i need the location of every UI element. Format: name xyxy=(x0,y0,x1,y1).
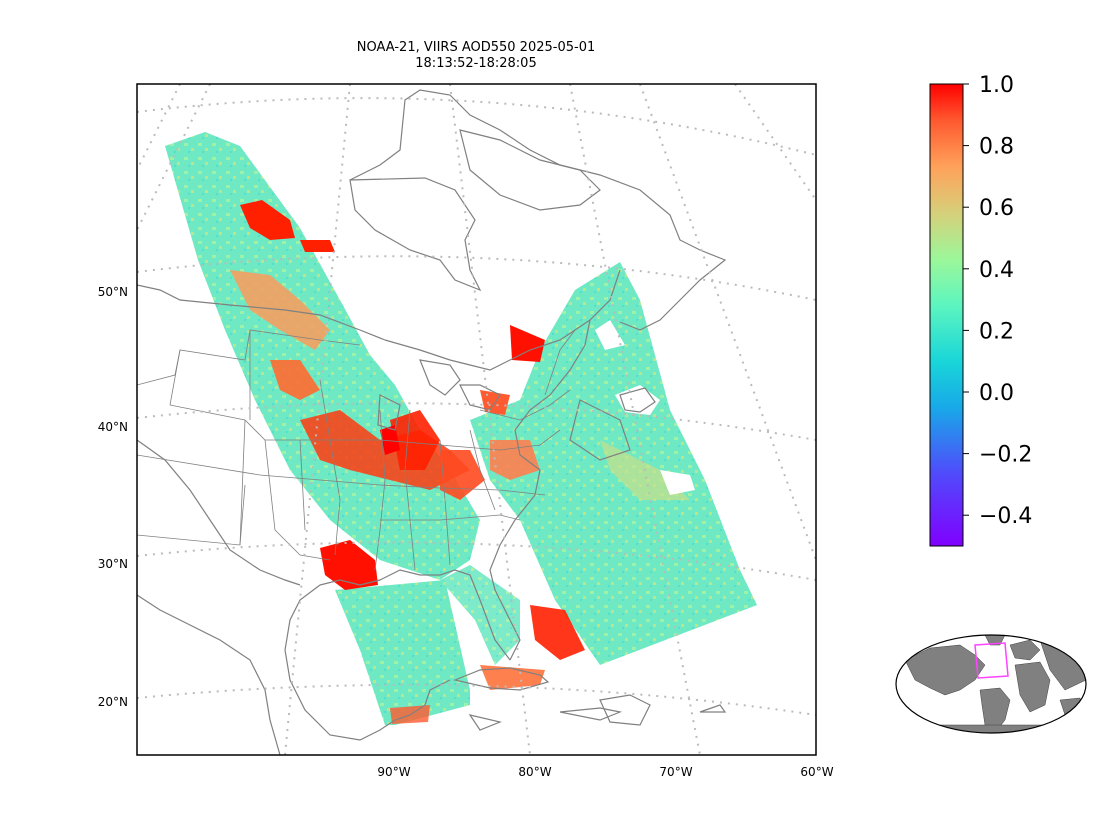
colorbar: 1.0 0.8 0.6 0.4 0.2 0.0 −0.2 −0.4 xyxy=(929,73,1032,547)
lon-label-70w: 70°W xyxy=(659,765,692,779)
graticule xyxy=(137,84,816,755)
longitude-labels: 90°W 80°W 70°W 60°W xyxy=(377,765,833,779)
greenland-land xyxy=(984,635,1006,646)
lat-label-20: 20°N xyxy=(98,695,128,709)
europe-land xyxy=(1009,639,1041,661)
colorbar-ticks: 1.0 0.8 0.6 0.4 0.2 0.0 −0.2 −0.4 xyxy=(963,73,1032,529)
state-boundaries xyxy=(137,329,576,571)
title-line-2: 18:13:52-18:28:05 xyxy=(415,56,537,71)
figure-title: NOAA-21, VIIRS AOD550 2025-05-01 18:13:5… xyxy=(136,40,816,72)
world-locator-inset xyxy=(895,634,1087,734)
locator-highlight-box xyxy=(974,642,1009,679)
globe-outline xyxy=(895,634,1087,734)
coastlines xyxy=(137,89,727,755)
colorbar-tick-label: 0.0 xyxy=(979,381,1014,406)
lon-label-60w: 60°W xyxy=(800,765,833,779)
title-line-1: NOAA-21, VIIRS AOD550 2025-05-01 xyxy=(356,40,596,55)
lat-label-40: 40°N xyxy=(98,420,128,434)
colorbar-gradient xyxy=(929,83,964,547)
lon-label-80w: 80°W xyxy=(518,765,551,779)
north-america-land xyxy=(904,644,986,696)
colorbar-tick-label: 0.2 xyxy=(979,319,1014,344)
map-frame xyxy=(136,83,817,756)
cloud-gaps xyxy=(595,320,695,495)
latitude-labels: 50°N 40°N 30°N 20°N xyxy=(98,285,128,709)
lat-label-30: 30°N xyxy=(98,557,128,571)
lat-label-50: 50°N xyxy=(98,285,128,299)
colorbar-tick-label: −0.4 xyxy=(979,504,1032,529)
map-area xyxy=(137,84,816,755)
lon-label-90w: 90°W xyxy=(377,765,410,779)
colorbar-tick-label: 0.8 xyxy=(979,135,1014,160)
colorbar-tick-label: −0.2 xyxy=(979,443,1032,468)
colorbar-tick-label: 1.0 xyxy=(979,73,1014,98)
colorbar-tick-label: 0.6 xyxy=(979,196,1014,221)
colorbar-tick-label: 0.4 xyxy=(979,258,1014,283)
africa-land xyxy=(1014,661,1051,713)
